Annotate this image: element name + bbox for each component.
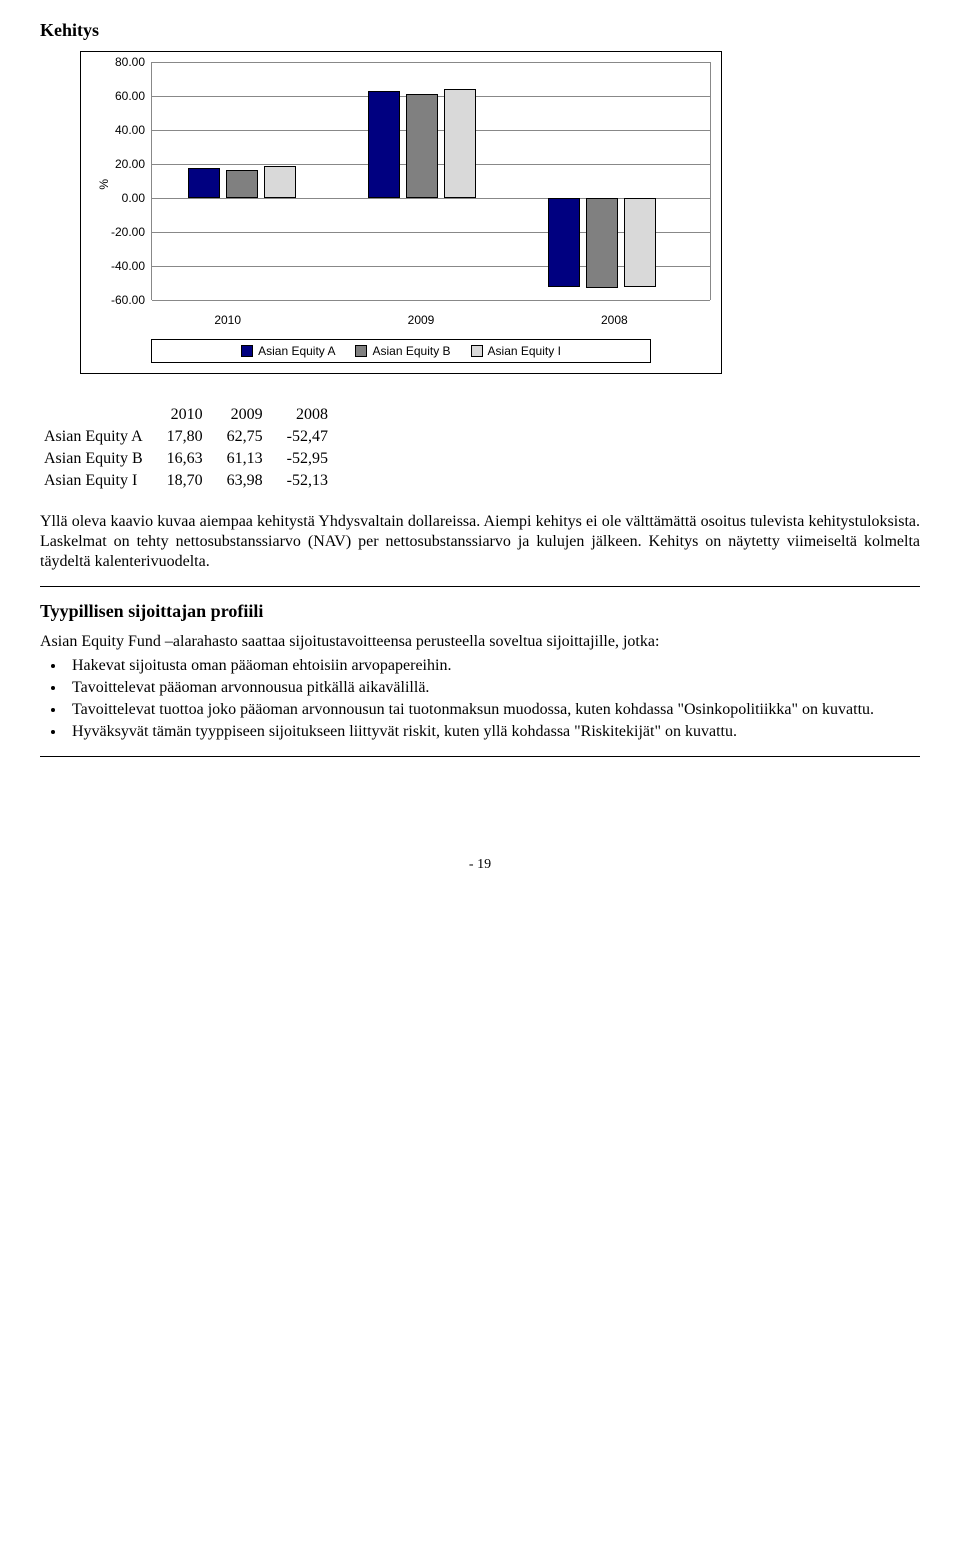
table-row: Asian Equity A17,8062,75-52,47	[40, 426, 348, 448]
table-cell: 17,80	[163, 426, 223, 448]
bar	[226, 170, 258, 198]
y-tick: 20.00	[115, 157, 145, 171]
table-col-header: 2008	[283, 404, 348, 426]
table-cell: 18,70	[163, 470, 223, 492]
table-cell: 61,13	[223, 448, 283, 470]
table-cell: 62,75	[223, 426, 283, 448]
bar	[624, 198, 656, 287]
page-number: - 19	[40, 857, 920, 873]
description-paragraph: Yllä oleva kaavio kuvaa aiempaa kehityst…	[40, 512, 920, 572]
y-tick: 0.00	[122, 191, 145, 205]
heading-profile: Tyypillisen sijoittajan profiili	[40, 601, 920, 622]
legend-item: Asian Equity A	[241, 344, 335, 358]
chart-container: % 80.00 60.00 40.00 20.00 0.00 -20.00 -40.00 -6…	[80, 51, 722, 374]
bar	[586, 198, 618, 288]
table-row: Asian Equity B16,6361,13-52,95	[40, 448, 348, 470]
table-col-header: 2010	[163, 404, 223, 426]
y-axis-label: %	[91, 179, 111, 190]
profile-bullet-item: Hyväksyvät tämän tyyppiseen sijoitukseen…	[66, 722, 920, 742]
bar	[548, 198, 580, 287]
table-cell: -52,95	[283, 448, 348, 470]
table-row-header: Asian Equity A	[40, 426, 163, 448]
plot-area	[151, 62, 711, 300]
table-cell: -52,13	[283, 470, 348, 492]
legend-label: Asian Equity B	[372, 344, 450, 358]
profile-bullet-item: Tavoittelevat tuottoa joko pääoman arvon…	[66, 700, 920, 720]
table-row: Asian Equity I18,7063,98-52,13	[40, 470, 348, 492]
table-cell: 16,63	[163, 448, 223, 470]
legend-swatch	[471, 345, 483, 357]
table-cell: -52,47	[283, 426, 348, 448]
bar	[444, 89, 476, 198]
y-tick: -20.00	[111, 225, 145, 239]
bar	[406, 94, 438, 198]
heading-kehitys: Kehitys	[40, 20, 920, 41]
legend-label: Asian Equity I	[488, 344, 561, 358]
profile-bullet-item: Tavoittelevat pääoman arvonnousua pitkäl…	[66, 678, 920, 698]
legend-item: Asian Equity B	[355, 344, 450, 358]
chart-legend: Asian Equity A Asian Equity B Asian Equity…	[151, 339, 651, 363]
y-tick: -40.00	[111, 259, 145, 273]
bar	[264, 166, 296, 198]
x-tick: 2009	[324, 307, 517, 327]
profile-bullets: Hakevat sijoitusta oman pääoman ehtoisii…	[40, 656, 920, 742]
table-cell: 63,98	[223, 470, 283, 492]
profile-bullet-item: Hakevat sijoitusta oman pääoman ehtoisii…	[66, 656, 920, 676]
legend-swatch	[241, 345, 253, 357]
y-axis-ticks: 80.00 60.00 40.00 20.00 0.00 -20.00 -40.00 -60.…	[111, 55, 151, 307]
table-col-header: 2009	[223, 404, 283, 426]
y-tick: -60.00	[111, 293, 145, 307]
y-tick: 60.00	[115, 89, 145, 103]
x-tick: 2010	[131, 307, 324, 327]
profile-intro: Asian Equity Fund –alarahasto saattaa si…	[40, 632, 920, 652]
x-tick: 2008	[518, 307, 711, 327]
legend-label: Asian Equity A	[258, 344, 335, 358]
table-corner	[40, 404, 163, 426]
divider	[40, 756, 920, 757]
legend-item: Asian Equity I	[471, 344, 561, 358]
divider	[40, 586, 920, 587]
x-axis-ticks: 201020092008	[131, 307, 711, 327]
bar	[188, 168, 220, 198]
legend-swatch	[355, 345, 367, 357]
table-row-header: Asian Equity B	[40, 448, 163, 470]
table-row-header: Asian Equity I	[40, 470, 163, 492]
y-tick: 80.00	[115, 55, 145, 69]
y-tick: 40.00	[115, 123, 145, 137]
data-table: 201020092008Asian Equity A17,8062,75-52,…	[40, 404, 348, 492]
bar	[368, 91, 400, 198]
